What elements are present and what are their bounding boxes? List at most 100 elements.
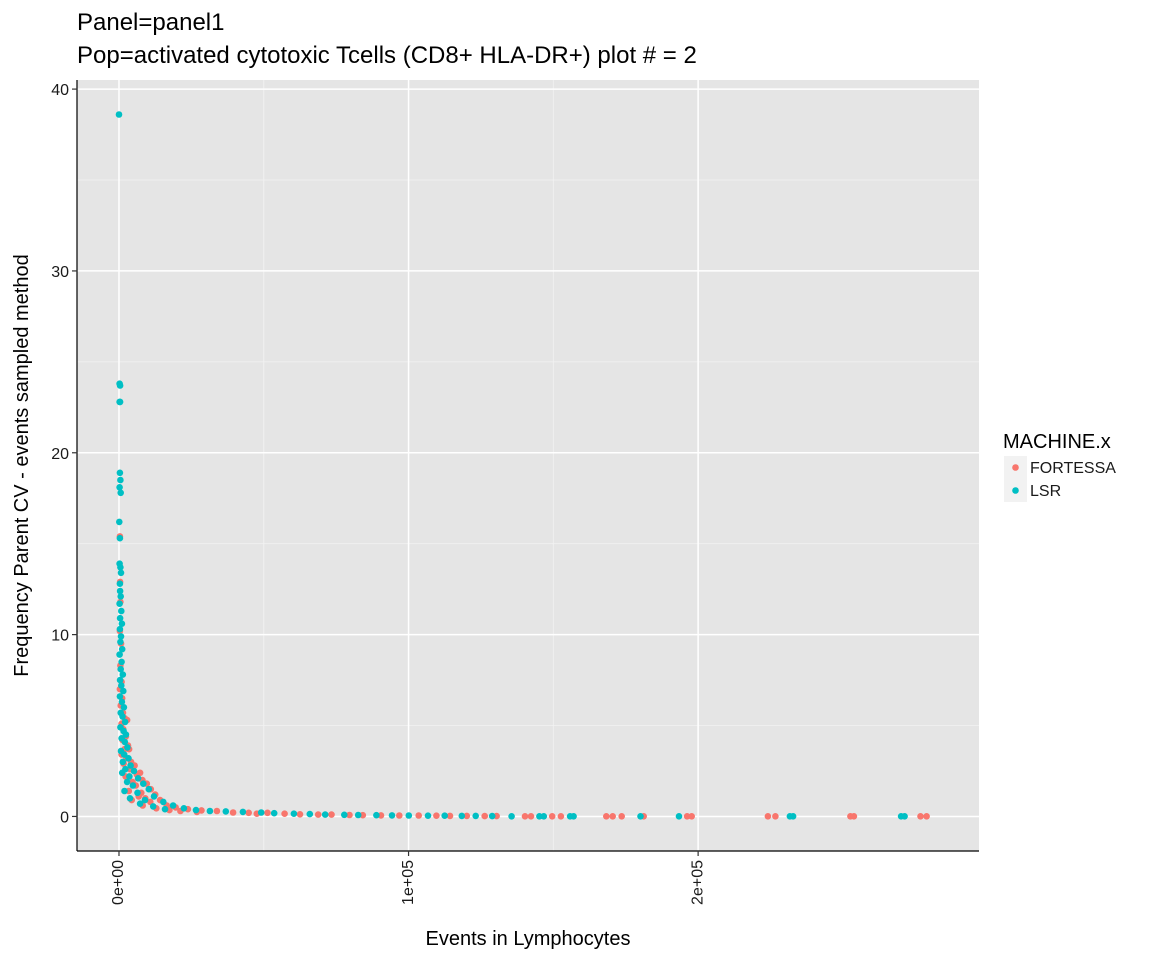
data-point-fortessa [548,813,556,820]
data-point-lsr [458,812,466,820]
data-point-fortessa [463,812,471,820]
y-tick-label: 30 [51,264,69,281]
data-point-lsr [121,787,128,795]
data-point-lsr [120,704,128,711]
data-point-fortessa [521,813,529,820]
data-point-lsr [121,718,129,726]
data-point-lsr [161,805,169,813]
data-point-lsr [117,476,124,484]
data-point-fortessa [213,807,221,815]
data-point-lsr [341,811,348,819]
data-point-lsr [119,713,126,720]
data-point-fortessa [764,813,772,820]
y-tick-label: 40 [51,82,69,99]
data-point-lsr [675,813,683,820]
data-point-lsr [116,651,123,658]
data-point-lsr [120,687,127,695]
data-point-lsr [180,805,188,812]
data-point-lsr [125,755,132,762]
data-point-lsr [118,607,125,615]
data-point-lsr [116,518,123,526]
data-point-lsr [149,803,157,810]
data-point-lsr [570,813,577,820]
data-point-lsr [116,614,124,622]
data-point-lsr [222,808,230,815]
data-point-lsr [169,802,177,809]
legend-key-lsr [1012,487,1019,494]
y-tick-label: 10 [51,628,69,645]
data-point-fortessa [923,813,930,820]
data-point-fortessa [296,811,304,818]
axes: 0 10 20 30 40 0e+00 1e+05 2e+05 [51,80,979,905]
data-point-lsr [116,693,124,700]
data-point-lsr [121,738,129,746]
data-point-fortessa [557,813,565,820]
data-point-lsr [116,676,124,684]
data-point-lsr [116,600,123,607]
data-point-lsr [789,813,797,820]
data-point-lsr [118,658,125,666]
x-tick-label: 2e+05 [689,860,706,905]
data-point-fortessa [850,813,858,820]
legend-label-fortessa: FORTESSA [1030,460,1116,477]
data-point-lsr [508,813,515,820]
data-point-fortessa [603,813,610,820]
data-point-lsr [117,593,124,600]
data-point-lsr [130,767,138,775]
data-point-lsr [160,798,167,806]
data-point-lsr [129,782,137,789]
data-point-lsr [424,812,432,819]
data-point-lsr [124,744,131,751]
y-tick-label: 0 [60,809,69,826]
data-point-lsr [354,811,362,819]
legend-key-fortessa [1012,464,1019,471]
data-point-fortessa [245,809,252,817]
data-point-lsr [116,469,124,477]
data-point-lsr [117,633,125,640]
data-point-lsr [321,811,329,818]
data-point-fortessa [527,813,535,820]
data-point-lsr [127,762,134,769]
data-point-lsr [192,806,200,814]
data-point-fortessa [772,813,779,820]
data-point-lsr [126,795,134,802]
data-point-lsr [117,489,124,497]
data-point-fortessa [415,812,423,819]
data-point-lsr [118,769,126,777]
legend: MACHINE.x FORTESSA LSR [1003,431,1116,502]
grid-lines [77,80,979,851]
y-axis-title: Frequency Parent CV - events sampled met… [11,254,33,676]
data-point-lsr [540,813,548,820]
data-point-lsr [134,775,142,782]
data-point-fortessa [229,809,237,816]
data-point-lsr [488,812,496,820]
data-point-lsr [126,773,133,780]
data-point-lsr [134,789,141,797]
plot-panel [77,80,979,851]
data-point-lsr [141,796,149,804]
legend-title: MACHINE.x [1003,431,1111,453]
data-point-lsr [150,793,158,800]
data-point-lsr [117,564,124,571]
data-point-lsr [116,625,124,633]
data-point-lsr [115,111,123,118]
data-point-fortessa [683,813,691,820]
data-point-fortessa [396,812,403,819]
data-point-fortessa [618,813,625,820]
data-point-lsr [120,751,128,758]
data-point-fortessa [346,811,353,819]
data-point-lsr [145,785,153,793]
data-point-fortessa [917,813,924,820]
data-point-lsr [637,813,644,820]
chart-title: Panel=panel1 [77,9,224,36]
data-point-lsr [116,587,124,595]
data-point-fortessa [446,812,454,820]
data-point-lsr [122,731,130,738]
x-tick-label: 1e+05 [400,860,417,905]
data-point-lsr [441,812,449,819]
data-point-fortessa [609,813,616,820]
legend-label-lsr: LSR [1030,483,1061,500]
x-tick-label: 0e+00 [110,860,127,905]
data-point-lsr [116,580,124,587]
